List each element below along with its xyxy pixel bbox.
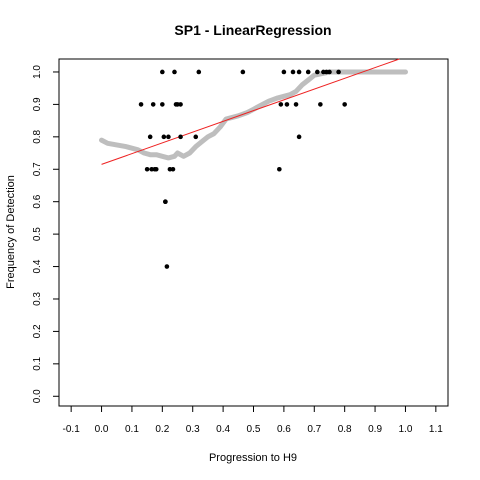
- y-tick-label: 1.0: [32, 65, 43, 79]
- data-point: [277, 166, 282, 172]
- data-point: [305, 69, 311, 75]
- data-point: [178, 102, 183, 107]
- data-point: [196, 69, 202, 75]
- data-point: [138, 102, 144, 107]
- x-tick-label: 0.5: [247, 424, 261, 435]
- data-point: [193, 134, 199, 140]
- y-tick-label: 0.7: [32, 162, 43, 176]
- y-tick-label: 0.0: [32, 389, 43, 403]
- y-axis-label: Frequency of Detection: [5, 175, 17, 289]
- x-tick-label: -0.1: [63, 424, 81, 435]
- data-point: [147, 134, 153, 140]
- data-point: [293, 102, 299, 107]
- x-tick-label: 0.8: [338, 424, 352, 435]
- x-tick-label: 0.6: [277, 424, 291, 435]
- chart-title: SP1 - LinearRegression: [174, 22, 331, 38]
- data-point: [278, 102, 284, 107]
- data-point: [342, 102, 347, 107]
- data-point: [153, 166, 159, 172]
- x-tick-label: 0.4: [216, 424, 230, 435]
- data-point: [318, 102, 323, 107]
- y-tick-label: 0.2: [32, 324, 43, 338]
- x-tick-label: 0.3: [186, 424, 200, 435]
- data-point: [240, 69, 246, 75]
- y-tick-label: 0.5: [32, 227, 43, 241]
- data-point: [160, 69, 165, 75]
- x-tick-label: 0.1: [125, 424, 139, 435]
- regression-line: [101, 58, 400, 165]
- data-point: [164, 264, 170, 269]
- data-point: [172, 69, 177, 75]
- data-point: [284, 102, 290, 107]
- y-tick-label: 0.8: [32, 129, 43, 143]
- y-tick-label: 0.1: [32, 356, 43, 370]
- x-axis-ticks: -0.1 0.0 0.1 0.2 0.3 0.4 0.5 0.6 0.7 0.8 0.9 1.0 1.1: [63, 406, 443, 435]
- smooth-curve: [99, 69, 408, 161]
- data-point: [296, 134, 302, 140]
- x-tick-label: 0.2: [155, 424, 169, 435]
- data-point: [290, 69, 296, 75]
- data-point: [281, 69, 287, 75]
- data-point: [160, 102, 165, 107]
- data-point: [166, 134, 171, 140]
- data-point: [170, 166, 176, 172]
- data-point: [296, 69, 302, 75]
- y-tick-label: 0.4: [32, 259, 43, 273]
- data-point: [327, 69, 332, 75]
- data-point: [144, 166, 150, 172]
- data-point: [161, 134, 167, 140]
- x-tick-label: 0.7: [307, 424, 321, 435]
- y-tick-label: 0.6: [32, 194, 43, 208]
- x-tick-label: 1.1: [429, 424, 443, 435]
- data-point: [336, 69, 341, 75]
- x-tick-label: 0.0: [95, 424, 109, 435]
- data-point: [150, 102, 156, 107]
- y-tick-label: 0.3: [32, 292, 43, 306]
- x-tick-label: 0.9: [368, 424, 382, 435]
- x-axis-label: Progression to H9: [209, 452, 297, 464]
- y-tick-label: 0.9: [32, 97, 43, 111]
- y-axis-ticks: 0.0 0.1 0.2 0.3 0.4 0.5 0.6 0.7 0.8 0.9 1.0: [32, 65, 59, 403]
- x-tick-label: 1.0: [399, 424, 413, 435]
- data-points: [138, 69, 347, 269]
- data-point: [315, 69, 320, 75]
- regression-line-segment: [101, 58, 400, 165]
- data-point: [178, 134, 183, 140]
- data-point: [163, 199, 168, 204]
- smooth-curve-line: [99, 69, 408, 161]
